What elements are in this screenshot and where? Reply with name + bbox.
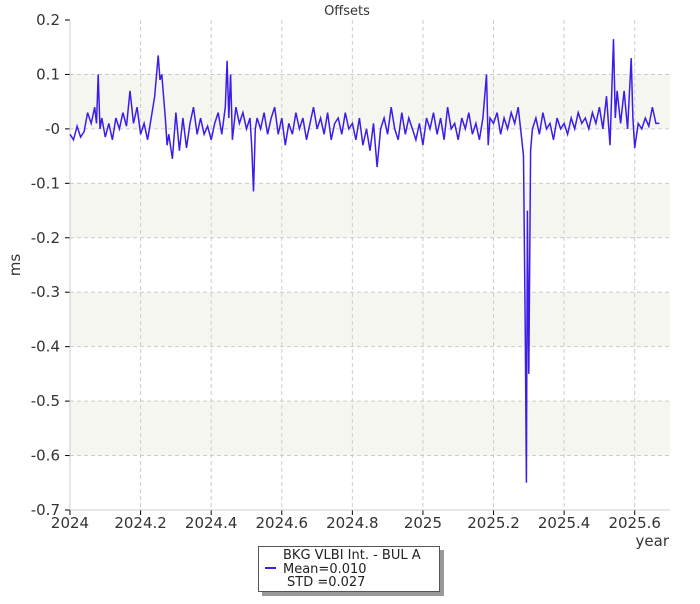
legend-series-name: BKG VLBI Int. - BUL A	[283, 548, 421, 563]
x-tick-label: 2025.4	[538, 514, 591, 532]
y-tick-label: 0.2	[36, 11, 60, 29]
band	[70, 401, 670, 456]
x-tick-label: 2024.2	[114, 514, 167, 532]
y-tick-label: -0.4	[31, 338, 60, 356]
y-tick-label: -0.3	[31, 283, 60, 301]
band	[70, 292, 670, 347]
band	[70, 183, 670, 238]
legend-swatch	[265, 567, 276, 569]
y-tick-label: -0.6	[31, 447, 60, 465]
band	[70, 74, 670, 129]
x-tick-label: 2024.6	[256, 514, 309, 532]
x-tick-label: 2024.8	[326, 514, 379, 532]
y-axis-label: ms	[6, 254, 24, 277]
legend: BKG VLBI Int. - BUL A Mean=0.010 STD =0.…	[258, 546, 440, 592]
y-tick-label: -0	[45, 120, 60, 138]
legend-mean: Mean=0.010	[283, 562, 367, 577]
x-tick-label: 2025	[404, 514, 442, 532]
x-tick-label: 2025.6	[608, 514, 661, 532]
y-tick-label: -0.2	[31, 229, 60, 247]
x-tick-label: 2025.2	[467, 514, 520, 532]
series-line	[69, 39, 660, 483]
y-tick-label: -0.1	[31, 174, 60, 192]
legend-std: STD =0.027	[287, 575, 366, 590]
y-tick-label: -0.7	[31, 501, 60, 519]
x-axis-label: year	[636, 532, 670, 550]
x-tick-label: 2024.4	[185, 514, 238, 532]
y-tick-label: -0.5	[31, 392, 60, 410]
y-tick-label: 0.1	[36, 65, 60, 83]
x-tick-label: 2024	[51, 514, 89, 532]
chart-title: Offsets	[324, 4, 370, 19]
